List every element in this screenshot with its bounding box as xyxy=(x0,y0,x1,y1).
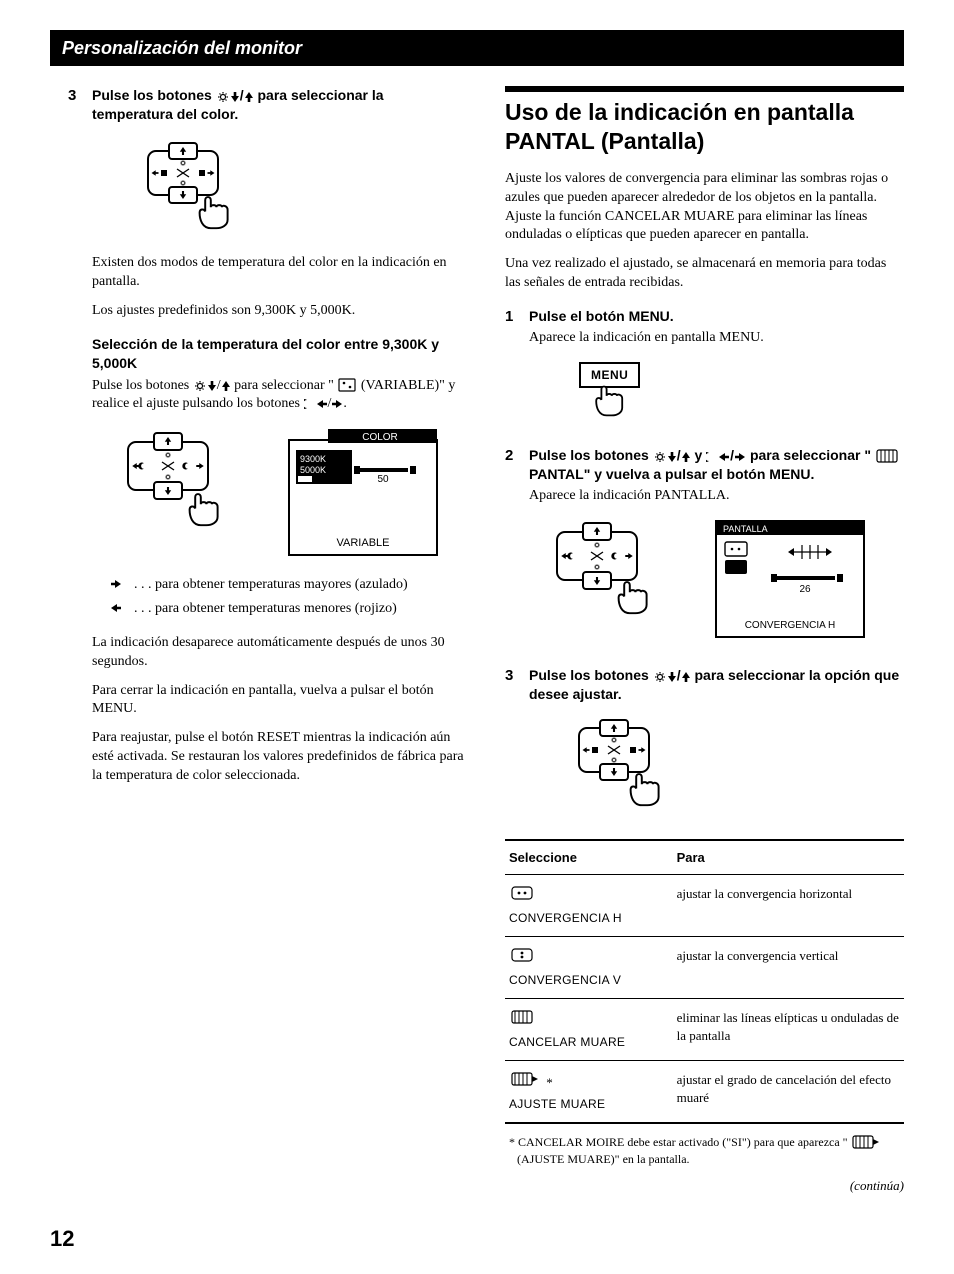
left-para-5: Para reajustar, pulse el botón RESET mie… xyxy=(68,729,467,786)
svg-text:VARIABLE: VARIABLE xyxy=(337,537,390,549)
left-para-3: La indicación desaparece automáticamente… xyxy=(68,634,467,672)
table-footnote: * CANCELAR MOIRE debe estar activado ("S… xyxy=(505,1134,904,1166)
step-number: 3 xyxy=(68,86,82,106)
right-column: Uso de la indicación en pantalla PANTAL … xyxy=(505,86,904,1194)
sub-body: Pulse los botones / para seleccionar " (… xyxy=(92,377,467,415)
heading-divider xyxy=(505,86,904,92)
right-step-3: 3 Pulse los botones / para seleccionar l… xyxy=(505,666,904,831)
svg-text:5000K: 5000K xyxy=(300,465,326,475)
table-row: CONVERGENCIA V ajustar la convergencia v… xyxy=(505,937,904,999)
step-title: Pulse el botón MENU. xyxy=(529,307,904,326)
page-number: 12 xyxy=(50,1224,904,1254)
table-row: *AJUSTE MUARE ajustar el grado de cancel… xyxy=(505,1061,904,1124)
pantalla-osd-figure: PANTALLA xyxy=(715,520,865,640)
menu-button-label: MENU xyxy=(579,362,640,388)
left-para-2: Los ajustes predefinidos son 9,300K y 5,… xyxy=(68,302,467,321)
left-step-3: 3 Pulse los botones / para seleccionar l… xyxy=(68,86,467,127)
right-heading: Uso de la indicación en pantalla PANTAL … xyxy=(505,98,904,156)
svg-text:COLOR: COLOR xyxy=(362,432,398,443)
left-column: 3 Pulse los botones / para seleccionar l… xyxy=(50,86,467,1194)
right-step-2: 2 Pulse los botones / y / para seleccion… xyxy=(505,446,904,658)
color-osd-figure: COLOR 9300K 5000K 50 VARIABLE xyxy=(288,428,438,558)
bullet-right: . . . para obtener temperaturas mayores … xyxy=(68,576,467,596)
controlpad-figure-1 xyxy=(128,141,268,236)
controlpad-figure-2 xyxy=(108,428,258,538)
svg-text:50: 50 xyxy=(377,474,389,485)
svg-text:26: 26 xyxy=(799,584,811,595)
options-table: Seleccione Para CONVERGENCIA H ajustar l… xyxy=(505,839,904,1125)
svg-text:9300K: 9300K xyxy=(300,454,326,464)
step-title: Pulse los botones / y / para seleccionar… xyxy=(529,446,904,484)
left-para-1: Existen dos modos de temperatura del col… xyxy=(68,254,467,292)
step-title: Pulse los botones / para seleccionar la … xyxy=(92,86,467,124)
right-intro-2: Una vez realizado el ajustado, se almace… xyxy=(505,255,904,293)
step-desc: Aparece la indicación en pantalla MENU. xyxy=(529,329,904,348)
svg-text:PANTALLA: PANTALLA xyxy=(723,524,768,534)
table-row: CANCELAR MUARE eliminar las líneas elípt… xyxy=(505,999,904,1061)
step-title: Pulse los botones / para seleccionar la … xyxy=(529,666,904,704)
table-header-select: Seleccione xyxy=(505,840,673,875)
sub-heading: Selección de la temperatura del color en… xyxy=(92,335,467,373)
continued-label: (continúa) xyxy=(505,1177,904,1195)
table-row: CONVERGENCIA H ajustar la convergencia h… xyxy=(505,875,904,937)
section-header: Personalización del monitor xyxy=(50,30,904,66)
right-step-1: 1 Pulse el botón MENU. Aparece la indica… xyxy=(505,307,904,438)
svg-text:CONVERGENCIA H: CONVERGENCIA H xyxy=(745,620,836,631)
right-intro-1: Ajuste los valores de convergencia para … xyxy=(505,170,904,246)
left-para-4: Para cerrar la indicación en pantalla, v… xyxy=(68,682,467,720)
table-header-para: Para xyxy=(673,840,904,875)
step-number: 3 xyxy=(505,666,519,686)
bullet-left: . . . para obtener temperaturas menores … xyxy=(68,600,467,620)
step-number: 2 xyxy=(505,446,519,466)
controlpad-figure-4 xyxy=(559,718,699,813)
step-desc: Aparece la indicación PANTALLA. xyxy=(529,487,904,506)
controlpad-figure-3 xyxy=(539,520,679,620)
step-number: 1 xyxy=(505,307,519,327)
